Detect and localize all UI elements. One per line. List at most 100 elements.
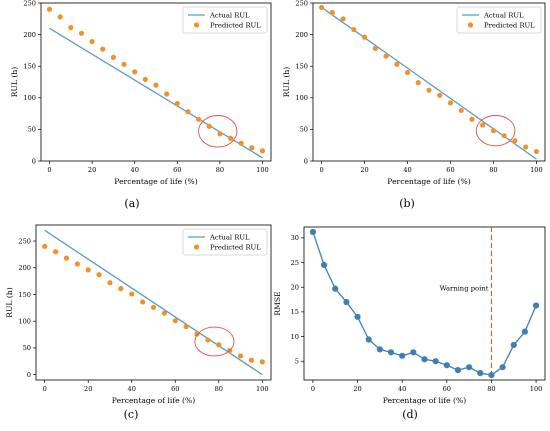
y-axis-label: RUL (h): [5, 287, 14, 317]
y-tick-label: 50: [23, 344, 31, 352]
predicted-rul-point: [46, 6, 53, 12]
predicted-rul-point: [216, 342, 222, 348]
rmse-point: [399, 352, 406, 359]
predicted-rul-point: [259, 148, 266, 154]
y-tick-label: 100: [18, 318, 31, 326]
x-tick-label: 80: [487, 385, 495, 393]
legend-swatch-dot: [193, 22, 200, 28]
actual-rul-line: [49, 27, 263, 159]
predicted-rul-point: [361, 34, 368, 40]
predicted-rul-point: [206, 123, 212, 129]
predicted-rul-point: [174, 100, 180, 107]
x-tick-label: 40: [398, 385, 406, 393]
predicted-rul-point: [259, 359, 265, 365]
plot-frame: [303, 226, 546, 381]
x-tick-label: 20: [84, 385, 92, 393]
y-tick-label: 150: [295, 63, 308, 71]
x-tick-label: 0: [47, 166, 51, 174]
x-axis-label: Percentage of life (%): [114, 177, 197, 186]
predicted-rul-point: [318, 4, 325, 11]
y-tick-label: 200: [18, 264, 31, 272]
predicted-rul-point: [63, 255, 70, 261]
x-tick-label: 100: [530, 385, 543, 393]
warning-label: Warning point: [440, 285, 489, 293]
predicted-rul-point: [447, 100, 454, 106]
predicted-rul-point: [437, 92, 443, 98]
predicted-rul-point: [153, 82, 159, 88]
y-tick-label: 250: [295, 0, 308, 7]
legend-swatch-dot: [467, 22, 474, 28]
predicted-rul-point: [172, 318, 178, 324]
y-tick-label: 250: [23, 0, 36, 7]
predicted-rul-point: [107, 280, 113, 286]
predicted-rul-point: [96, 272, 102, 278]
predicted-rul-point: [150, 304, 157, 310]
y-tick-label: 25: [291, 259, 299, 267]
legend-label: Actual RUL: [483, 11, 524, 19]
predicted-rul-point: [329, 9, 335, 16]
predicted-rul-point: [118, 286, 124, 292]
x-tick-label: 0: [311, 385, 315, 393]
predicted-rul-point: [140, 299, 146, 305]
x-axis-label: Percentage of life (%): [112, 396, 195, 405]
y-tick-label: 200: [23, 31, 36, 39]
predicted-rul-point: [185, 109, 191, 115]
x-tick-label: 80: [216, 166, 224, 174]
rmse-point: [309, 228, 317, 236]
chart-panel-2: 0 20 40 60 80 100 0 50 100 150 200 250 Percentage of…: [282, 0, 546, 210]
predicted-rul-point: [533, 148, 540, 155]
y-tick-label: 100: [295, 94, 308, 102]
predicted-rul-point: [164, 91, 170, 97]
legend-swatch-dot: [193, 244, 200, 250]
plot-frame: [312, 2, 546, 162]
predicted-rul-point: [512, 138, 518, 144]
y-tick-label: 30: [291, 234, 299, 242]
chart-panel-1: 0 20 40 60 80 100 0 50 100 150 200 250 Percentage of…: [10, 0, 272, 210]
x-tick-label: 20: [88, 166, 96, 174]
rmse-point: [532, 302, 540, 309]
legend-box: [456, 6, 542, 34]
panel-label: (a): [124, 197, 139, 210]
x-tick-label: 100: [256, 166, 269, 174]
rmse-point: [488, 371, 495, 379]
x-tick-label: 20: [353, 385, 361, 393]
predicted-rul-point: [217, 131, 223, 137]
x-tick-label: 40: [403, 166, 411, 174]
highlight-ellipse: [194, 326, 235, 357]
x-tick-label: 100: [256, 385, 269, 393]
x-tick-label: 60: [171, 385, 179, 393]
x-tick-label: 0: [43, 385, 47, 393]
rmse-point: [443, 362, 450, 369]
rmse-point: [410, 349, 417, 356]
x-tick-label: 40: [131, 166, 139, 174]
rmse-point: [354, 313, 361, 320]
legend-label: Actual RUL: [209, 11, 250, 19]
x-tick-label: 60: [443, 385, 451, 393]
predicted-rul-point: [129, 291, 135, 297]
predicted-rul-point: [523, 144, 529, 150]
rmse-point: [320, 261, 328, 269]
y-tick-label: 0: [27, 371, 31, 379]
predicted-rul-point: [238, 140, 244, 146]
y-tick-label: 50: [300, 126, 308, 134]
panel-label: (d): [402, 408, 418, 421]
predicted-rul-point: [57, 14, 63, 20]
y-tick-label: 15: [291, 308, 299, 316]
predicted-rul-point: [426, 87, 432, 93]
predicted-rul-point: [42, 243, 48, 249]
predicted-rul-point: [383, 53, 389, 59]
y-tick-label: 250: [18, 237, 31, 245]
panel-label: (c): [124, 408, 139, 421]
predicted-rul-point: [227, 135, 234, 141]
rmse-point: [432, 358, 439, 365]
rmse-point: [376, 346, 383, 353]
panel-label: (b): [399, 197, 415, 210]
predicted-rul-point: [415, 80, 421, 86]
predicted-rul-point: [195, 116, 202, 122]
predicted-rul-point: [480, 122, 486, 128]
legend-box: [182, 6, 268, 34]
x-tick-label: 80: [215, 385, 223, 393]
predicted-rul-point: [340, 16, 346, 22]
y-tick-label: 0: [32, 157, 36, 165]
legend-box: [182, 228, 268, 256]
